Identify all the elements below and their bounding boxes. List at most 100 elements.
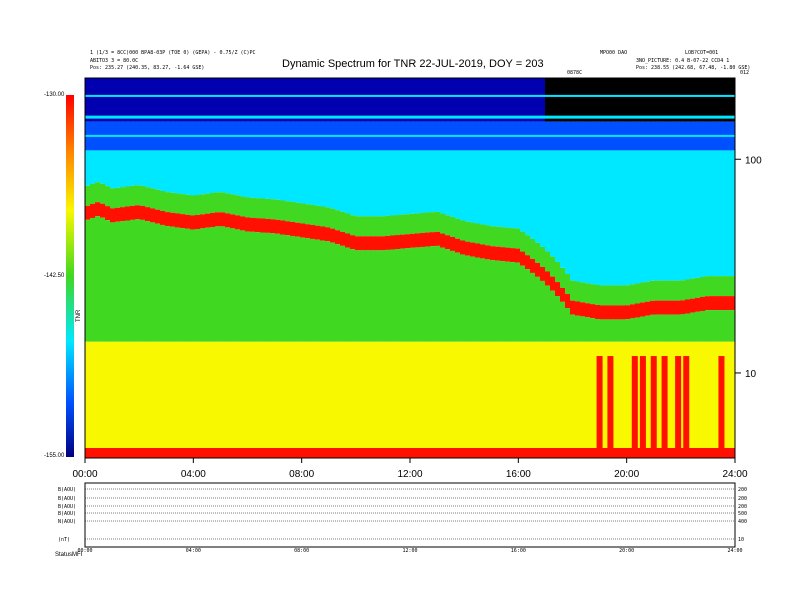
spectrum-cell [535,276,541,342]
spectrum-cell [180,78,186,122]
burst-mark [675,356,682,458]
spectrum-cell [355,236,361,251]
spectrum-cell [665,341,671,448]
spectrum-cell [465,341,471,448]
spectrum-cell [545,341,551,448]
spectrum-cell [410,213,416,234]
spectrum-cell [225,341,231,448]
spectrum-cell [110,222,116,342]
spectrum-cell [340,78,346,122]
spectrum-cell [720,276,726,297]
spectrum-cell [205,150,211,194]
spectrum-cell [730,310,735,342]
spectrum-cell [85,219,91,342]
spectrum-cell [505,150,511,228]
spectrum-cell [520,265,526,342]
spectrum-cell [530,238,536,259]
spectrum-cell [725,310,731,342]
spectrum-cell [500,341,506,448]
spectrum-cell [670,300,676,315]
spectrum-cell [280,341,286,448]
spectrum-cell [685,78,691,122]
spectrum-cell [195,229,201,342]
spectrum-cell [210,212,216,227]
spectrum-cell [690,150,696,279]
spectrum-cell [175,78,181,122]
spectrum-cell [730,276,735,297]
spectrum-cell [455,238,461,253]
spectrum-cell [375,448,381,458]
spectrum-cell [410,448,416,458]
spectrum-cell [115,207,121,222]
spectrum-cell [140,78,146,122]
spectrum-cell [335,78,341,122]
spectrum-cell [565,78,571,122]
spectrum-cell [470,341,476,448]
spectrum-cell [465,221,471,242]
bottom-row-value: 10 [738,537,744,543]
spectrum-cell [510,78,516,122]
spectrum-cell [440,233,446,248]
spectrum-cell [520,150,526,232]
spectrum-cell [500,78,506,122]
spectrum-cell [675,150,681,281]
spectrum-cell [600,78,606,122]
spectrum-cell [160,341,166,448]
spectrum-cell [685,299,691,314]
spectrum-cell [385,341,391,448]
spectrum-cell [525,78,531,122]
spectrum-cell [390,215,396,236]
spectrum-cell [730,150,735,277]
spectrum-cell [290,78,296,122]
spectrum-cell [535,341,541,448]
spectrum-cell [575,341,581,448]
spectrum-cell [90,448,96,458]
spectrum-cell [565,341,571,448]
spectrum-cell [110,150,116,189]
spectrum-cell [170,150,176,193]
spectrum-cell [150,222,156,342]
spectrum-cell [390,235,396,250]
spectrum-cell [435,150,441,212]
spectrum-cell [375,341,381,448]
spectrum-cell [530,341,536,448]
spectrum-cell [430,246,436,342]
spectrum-cell [635,303,641,318]
spectrum-cell [525,448,531,458]
spectrum-cell [480,150,486,225]
spectrum-cell [155,78,161,122]
spectrum-cell [190,448,196,458]
spectrum-cell [440,150,446,214]
spectrum-cell [275,341,281,448]
spectrum-cell [135,341,141,448]
spectrum-cell [285,341,291,448]
spectrum-cell [255,341,261,448]
spectrum-cell [565,308,571,342]
spectrum-cell [465,78,471,122]
spectrum-cell [680,150,686,281]
spectrum-cell [425,246,431,342]
spectrum-cell [400,341,406,448]
spectrum-cell [230,341,236,448]
spectrum-cell [385,249,391,342]
spectrum-cell [155,448,161,458]
spectrum-cell [540,246,546,267]
spectrum-cell [360,150,366,217]
spectrum-cell [110,188,116,209]
spectrum-cell [435,211,441,232]
spectrum-cell [270,341,276,448]
spectrum-cell [290,201,296,222]
spectrum-cell [265,150,271,199]
spectrum-cell [150,448,156,458]
spectrum-cell [625,305,631,320]
spectrum-cell [310,204,316,225]
spectrum-cell [135,219,141,342]
spectrum-cell [285,201,291,222]
bottom-row-label: N(AOU) [58,519,76,525]
spectrum-cell [120,150,126,188]
spectrum-cell [130,341,136,448]
spectrum-cell [270,233,276,342]
spectrum-cell [615,305,621,320]
spectrum-cell [455,252,461,342]
spectrum-cell [345,247,351,342]
